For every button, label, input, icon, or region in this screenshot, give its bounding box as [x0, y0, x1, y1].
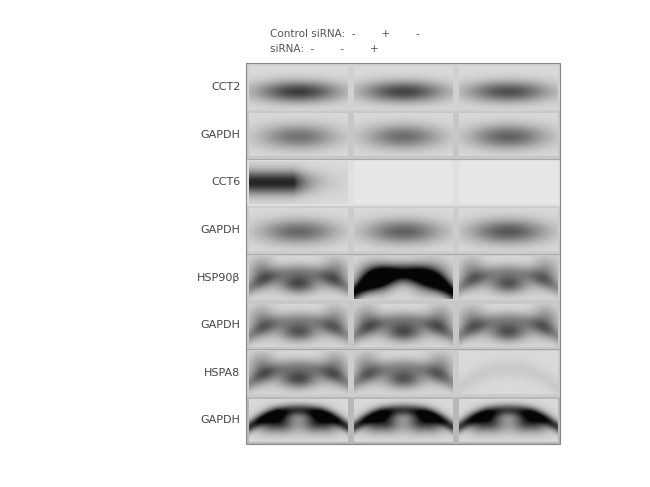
Bar [246, 301, 560, 349]
Bar [246, 206, 560, 254]
Text: siRNA:  -        -        +: siRNA: - - + [270, 44, 378, 54]
Text: GAPDH: GAPDH [201, 130, 240, 140]
Text: GAPDH: GAPDH [201, 320, 240, 330]
Bar [246, 349, 560, 396]
Text: HSP90β: HSP90β [197, 273, 240, 282]
Text: GAPDH: GAPDH [201, 225, 240, 235]
Bar [246, 254, 560, 301]
Text: CCT6: CCT6 [211, 177, 240, 187]
Bar [246, 159, 560, 206]
Bar [246, 396, 560, 444]
Text: GAPDH: GAPDH [201, 415, 240, 425]
Bar [246, 63, 560, 111]
Bar [246, 63, 560, 444]
Text: HSPA8: HSPA8 [204, 368, 240, 378]
Text: CCT2: CCT2 [211, 82, 240, 92]
Bar [246, 111, 560, 159]
Text: Control siRNA:  -        +        -: Control siRNA: - + - [270, 29, 420, 39]
